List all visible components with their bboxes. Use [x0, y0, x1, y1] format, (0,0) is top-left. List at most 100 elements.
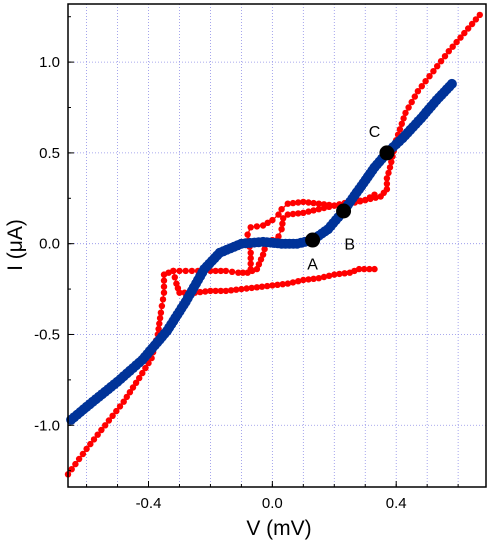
series-red-point [98, 426, 105, 434]
series-red-point [170, 267, 177, 275]
series-blue [66, 78, 457, 425]
series-red-point [426, 73, 433, 80]
series-red-point [247, 260, 254, 267]
series-red-point [315, 275, 322, 282]
series-red-point [196, 288, 204, 296]
series-red-point [255, 261, 263, 268]
y-tick-label: 0.0 [39, 236, 60, 253]
series-blue-point [446, 78, 457, 89]
series-red-point [325, 201, 333, 209]
series-red-point [383, 180, 391, 187]
series-red-point [116, 403, 124, 410]
series-red-point [105, 417, 113, 424]
series-red-point [228, 268, 236, 275]
series-red-point [158, 302, 166, 310]
series-red-point [437, 58, 445, 65]
series-red-point [362, 196, 369, 204]
series-red-point [400, 115, 407, 122]
series-red-point [243, 285, 250, 292]
series-red-point [295, 199, 302, 206]
series-red-point [109, 412, 116, 419]
marker-c [379, 145, 395, 161]
series-red-point [461, 29, 468, 37]
series-red-point [269, 216, 276, 224]
series-red-point [320, 273, 328, 281]
series-red-point [300, 209, 307, 216]
series-red-point [171, 274, 178, 281]
series-red-point [239, 269, 247, 276]
series-red-point [113, 407, 120, 415]
y-axis-title: I (μA) [4, 219, 27, 271]
series-red-point [94, 431, 101, 438]
y-tick-label: -1.0 [34, 417, 60, 434]
series-red-point [315, 200, 322, 207]
series-red-point [305, 208, 312, 215]
series-red-point [310, 199, 317, 207]
series-red-point [247, 224, 254, 231]
series-red-point [160, 283, 168, 290]
series-red-point [136, 374, 143, 382]
series-red-point [269, 282, 276, 289]
series-red-point [305, 276, 312, 283]
x-tick-label: 0.0 [262, 495, 283, 512]
series-red-point [139, 369, 146, 377]
series-red-point [253, 284, 261, 291]
series-red-point [212, 267, 219, 275]
series-red-point [331, 271, 338, 278]
series-red-point [233, 286, 240, 293]
series-red-point [341, 270, 348, 277]
series-red-point [310, 275, 317, 282]
series-red-point [386, 164, 394, 171]
series-red-point [259, 251, 267, 258]
series-red-point [253, 265, 261, 273]
series-red-point [159, 296, 167, 303]
series-red-point [217, 287, 224, 295]
series-red-point [275, 211, 282, 218]
series-red-point [68, 466, 75, 473]
series-red-point [396, 126, 404, 133]
series-red-point [366, 265, 373, 273]
series-red-point [157, 309, 165, 316]
series-red-point [261, 245, 268, 253]
series-red-point [310, 207, 317, 214]
series-red-point [280, 215, 287, 222]
series-red-point [132, 379, 140, 386]
series-red-point [247, 265, 254, 273]
series-red-point [244, 231, 251, 238]
series-red-point [156, 320, 163, 327]
series-red-point [120, 398, 127, 405]
series-red-point [72, 460, 79, 468]
series-red-point [361, 265, 368, 273]
series-red-point [258, 283, 266, 290]
series-red-point [188, 267, 196, 275]
series-red-point [405, 104, 412, 111]
series-red-point [83, 445, 90, 453]
y-tick-label: -0.5 [34, 326, 60, 343]
series-red-point [182, 267, 189, 275]
series-red-point [160, 277, 168, 284]
series-red-point [247, 255, 254, 262]
y-tick-label: 0.5 [39, 145, 60, 162]
series-red-point [441, 53, 449, 60]
marker-label-c: C [369, 124, 381, 141]
series-red-point [102, 422, 109, 429]
series-red-point [156, 314, 164, 322]
series-red-point [449, 43, 456, 50]
series-red-point [325, 272, 333, 279]
series-red-point [295, 278, 302, 285]
series-red-point [371, 265, 378, 273]
series-red-point [279, 281, 286, 288]
series-red-point [278, 206, 285, 213]
series-red-point [142, 364, 149, 372]
series-red-point [90, 436, 98, 443]
x-axis-title: V (mV) [246, 517, 311, 540]
series-red-point [257, 256, 265, 263]
series-red-point [472, 16, 480, 23]
series-red-point [411, 93, 418, 100]
series-red-point [289, 199, 297, 207]
series-red-point [356, 198, 364, 205]
series-red-point [217, 267, 224, 275]
marker-label-a: A [307, 257, 318, 274]
series-red-point [247, 249, 254, 256]
